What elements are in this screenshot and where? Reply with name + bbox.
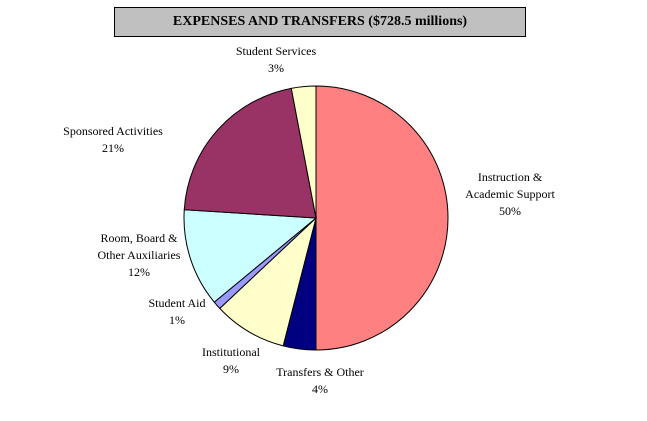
slice-label-2: Institutional 9% <box>202 345 261 376</box>
slice-percent-2: 9% <box>223 362 239 376</box>
slice-percent-1: 4% <box>312 382 328 396</box>
slice-label-1: Transfers & Other 4% <box>276 365 364 396</box>
chart-title: EXPENSES AND TRANSFERS ($728.5 millions) <box>114 7 526 37</box>
slice-name-6: Student Services <box>236 44 317 58</box>
slice-percent-0: 50% <box>499 204 521 218</box>
slice-label-4: Room, Board & Other Auxiliaries 12% <box>98 231 181 279</box>
slice-percent-5: 21% <box>102 141 124 155</box>
pie-slice-0 <box>315 85 449 351</box>
slice-name-1: Transfers & Other <box>276 365 364 379</box>
slice-percent-6: 3% <box>268 61 284 75</box>
slice-label-3: Student Aid 1% <box>148 296 205 327</box>
slice-percent-3: 1% <box>169 313 185 327</box>
pie-slice-4 <box>183 209 318 303</box>
slice-name-0: Instruction & <box>478 170 543 184</box>
pie-slice-6 <box>290 85 317 219</box>
slice-name-4: Other Auxiliaries <box>98 248 181 262</box>
slice-name-4: Room, Board & <box>101 231 179 245</box>
slice-label-0: Instruction & Academic Support 50% <box>465 170 555 218</box>
slice-label-5: Sponsored Activities 21% <box>63 124 163 155</box>
slice-percent-4: 12% <box>128 265 150 279</box>
slice-name-5: Sponsored Activities <box>63 124 163 138</box>
slice-label-6: Student Services 3% <box>236 44 317 75</box>
slice-name-0: Academic Support <box>465 187 555 201</box>
pie-slice-5 <box>183 87 317 219</box>
slice-name-3: Student Aid <box>148 296 205 310</box>
slice-name-2: Institutional <box>202 345 261 359</box>
